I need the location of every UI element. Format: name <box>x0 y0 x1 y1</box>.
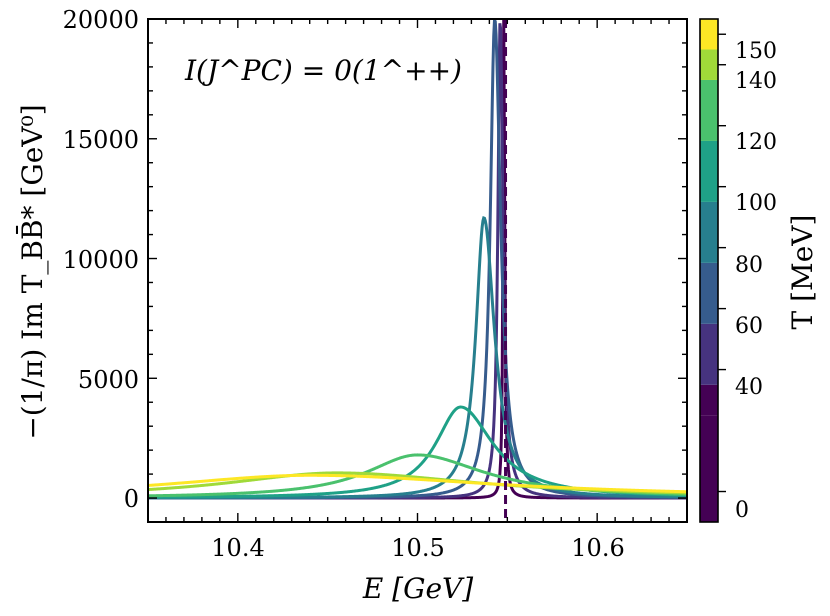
colorbar-segment <box>700 415 718 522</box>
y-tick-label: 10000 <box>63 246 139 274</box>
x-tick-label: 10.6 <box>571 534 624 562</box>
y-tick-label: 5000 <box>78 366 139 394</box>
x-axis-label: E [GeV] <box>362 572 473 605</box>
series-layer <box>148 19 687 500</box>
colorbar-ticks <box>718 33 726 493</box>
x-tick-label: 10.5 <box>391 534 444 562</box>
colorbar-segment <box>700 201 718 263</box>
y-axis-label: −(1/π) Im T_BB̄* [GeV⁰] <box>15 104 49 439</box>
colorbar-segment <box>700 384 718 416</box>
colorbar-tick-label: 0 <box>735 498 749 523</box>
colorbar-tick-label: 100 <box>735 191 777 216</box>
colorbar-tick-label: 60 <box>735 314 763 339</box>
series-line-7 <box>148 473 687 494</box>
colorbar-segment <box>700 19 718 50</box>
colorbar-tick-label: 140 <box>735 69 777 94</box>
colorbar-segment <box>700 323 718 385</box>
colorbar <box>700 19 718 522</box>
colorbar-tick-label: 40 <box>735 375 763 400</box>
colorbar-segment <box>700 262 718 324</box>
colorbar-segment <box>700 140 718 202</box>
y-tick-label: 15000 <box>63 126 139 154</box>
colorbar-tick-label: 150 <box>735 39 777 64</box>
colorbar-label: T [MeV] <box>786 215 819 330</box>
axis-ticks <box>147 18 688 523</box>
quantum-numbers-annotation: I(J^PC) = 0(1^++) <box>184 54 462 87</box>
x-tick-label: 10.4 <box>211 534 264 562</box>
colorbar-segment <box>700 79 718 141</box>
colorbar-frame <box>699 18 719 523</box>
colorbar-segment <box>700 49 718 80</box>
colorbar-tick-label: 120 <box>735 130 777 155</box>
y-tick-label: 20000 <box>63 6 139 34</box>
colorbar-tick-label: 80 <box>735 253 763 278</box>
y-tick-label: 0 <box>124 485 139 513</box>
